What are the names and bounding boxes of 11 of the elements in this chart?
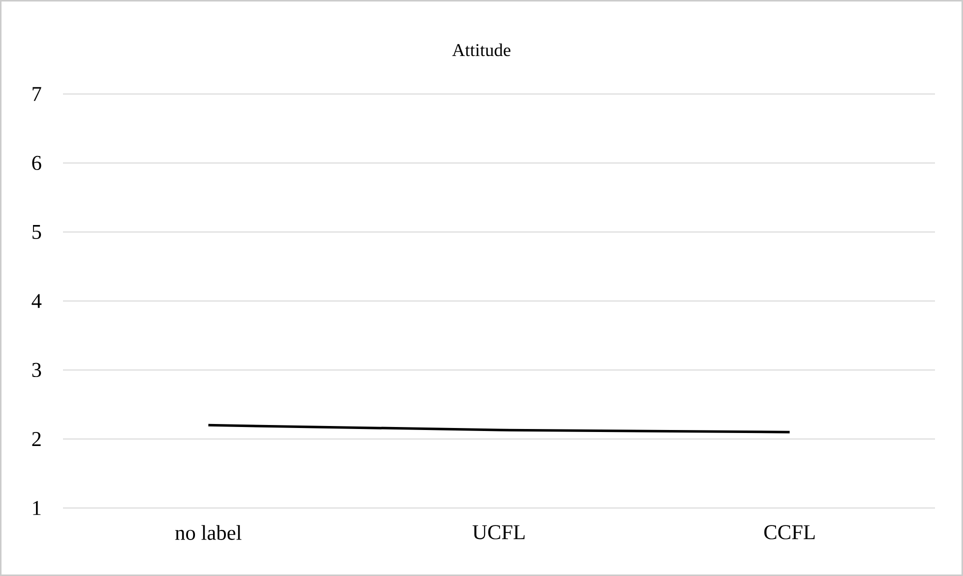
y-tick-label: 6 [32,156,42,170]
y-tick-label: 1 [33,501,41,515]
x-tick-label: no label [175,525,242,540]
y-tick-label: 4 [32,294,42,308]
y-tick-label: 7 [32,87,42,101]
x-tick-label: UCFL [472,525,525,540]
y-tick-label: 2 [32,432,41,446]
chart-title: Attitude [452,44,510,56]
x-tick-label: CCFL [764,525,815,540]
y-tick-label: 5 [32,225,41,239]
y-tick-label: 3 [32,362,41,378]
